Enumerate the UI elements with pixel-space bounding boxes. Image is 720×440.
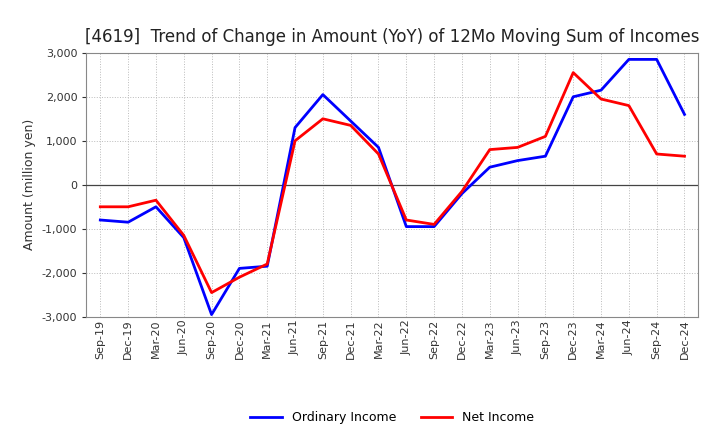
Net Income bbox=[374, 151, 383, 157]
Net Income bbox=[458, 189, 467, 194]
Net Income bbox=[207, 290, 216, 295]
Ordinary Income bbox=[680, 112, 689, 117]
Net Income bbox=[235, 275, 243, 280]
Ordinary Income bbox=[318, 92, 327, 97]
Line: Ordinary Income: Ordinary Income bbox=[100, 59, 685, 315]
Net Income bbox=[624, 103, 633, 108]
Net Income bbox=[124, 204, 132, 209]
Net Income bbox=[569, 70, 577, 75]
Ordinary Income bbox=[96, 217, 104, 223]
Net Income bbox=[402, 217, 410, 223]
Net Income bbox=[179, 233, 188, 238]
Ordinary Income bbox=[485, 165, 494, 170]
Ordinary Income bbox=[207, 312, 216, 317]
Ordinary Income bbox=[624, 57, 633, 62]
Net Income bbox=[541, 134, 550, 139]
Net Income bbox=[597, 96, 606, 102]
Net Income bbox=[680, 154, 689, 159]
Ordinary Income bbox=[235, 266, 243, 271]
Line: Net Income: Net Income bbox=[100, 73, 685, 293]
Net Income bbox=[291, 138, 300, 143]
Ordinary Income bbox=[179, 235, 188, 240]
Net Income bbox=[430, 222, 438, 227]
Ordinary Income bbox=[513, 158, 522, 163]
Ordinary Income bbox=[374, 145, 383, 150]
Ordinary Income bbox=[346, 118, 355, 124]
Ordinary Income bbox=[430, 224, 438, 229]
Net Income bbox=[152, 198, 161, 203]
Ordinary Income bbox=[402, 224, 410, 229]
Ordinary Income bbox=[124, 220, 132, 225]
Net Income bbox=[318, 116, 327, 121]
Net Income bbox=[263, 261, 271, 267]
Legend: Ordinary Income, Net Income: Ordinary Income, Net Income bbox=[246, 407, 539, 429]
Y-axis label: Amount (million yen): Amount (million yen) bbox=[23, 119, 36, 250]
Ordinary Income bbox=[541, 154, 550, 159]
Net Income bbox=[96, 204, 104, 209]
Ordinary Income bbox=[291, 125, 300, 130]
Ordinary Income bbox=[652, 57, 661, 62]
Ordinary Income bbox=[152, 204, 161, 209]
Ordinary Income bbox=[569, 94, 577, 99]
Net Income bbox=[485, 147, 494, 152]
Net Income bbox=[513, 145, 522, 150]
Ordinary Income bbox=[458, 191, 467, 196]
Title: [4619]  Trend of Change in Amount (YoY) of 12Mo Moving Sum of Incomes: [4619] Trend of Change in Amount (YoY) o… bbox=[85, 28, 700, 46]
Ordinary Income bbox=[263, 264, 271, 269]
Ordinary Income bbox=[597, 88, 606, 93]
Net Income bbox=[346, 123, 355, 128]
Net Income bbox=[652, 151, 661, 157]
